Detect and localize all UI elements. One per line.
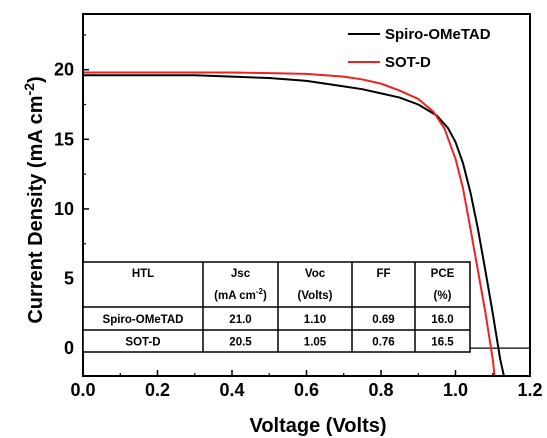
y-tick-label-3: 15 [54, 129, 74, 149]
x-tick-label-4: 0.8 [368, 380, 393, 400]
series-line-0 [83, 74, 505, 377]
legend-label-0: Spiro-OMeTAD [385, 26, 491, 43]
x-tick-label-1: 0.2 [145, 380, 170, 400]
y-tick-label-1: 5 [64, 269, 74, 289]
table-header-sub-2: (Volts) [298, 290, 333, 302]
axes: 0.0 0.2 0.4 0.6 0.8 1.0 1.2 0 5 10 15 20 [54, 13, 543, 400]
y-axis-label-main: Current Density (mA cm [25, 95, 47, 323]
x-tick-label-2: 0.4 [219, 380, 244, 400]
table-cell-0-3: 0.69 [372, 314, 394, 326]
legend-label-1: SOT-D [385, 54, 431, 71]
x-axis-label: Voltage (Volts) [249, 415, 386, 437]
table-cell-1-0: SOT-D [125, 337, 160, 349]
series-line-1 [83, 71, 496, 377]
table-header-2: Voc [305, 268, 326, 280]
y-axis-label: Current Density (mA cm-2) [21, 76, 47, 323]
y-axis-label-end: ) [25, 76, 47, 83]
table-header-3: FF [376, 268, 390, 280]
y-tick-label-4: 20 [54, 60, 74, 80]
table-header-1: Jsc [231, 268, 251, 280]
table-cell-0-1: 21.0 [229, 314, 251, 326]
results-table: HTL Jsc (mA cm-2) Voc (Volts) FF PCE (%) Spiro-O… [82, 261, 471, 353]
table-cell-0-4: 16.0 [431, 314, 453, 326]
y-tick-label-0: 0 [64, 338, 74, 358]
legend: Spiro-OMeTAD SOT-D [348, 26, 491, 71]
table-cell-1-1: 20.5 [229, 337, 252, 349]
table-cell-0-0: Spiro-OMeTAD [103, 314, 184, 326]
table-cell-0-2: 1.10 [304, 314, 326, 326]
table-cell-1-3: 0.76 [372, 337, 394, 349]
table-header-sub-4: (%) [434, 290, 452, 302]
table-header-4: PCE [431, 268, 455, 280]
table-cell-1-2: 1.05 [304, 337, 327, 349]
y-tick-label-2: 10 [54, 199, 74, 219]
x-tick-label-0: 0.0 [70, 380, 95, 400]
x-tick-label-6: 1.2 [517, 380, 542, 400]
x-tick-label-3: 0.6 [294, 380, 319, 400]
x-tick-label-5: 1.0 [443, 380, 468, 400]
table-header-sub-1: (mA cm-2) [214, 287, 267, 302]
table-header-0: HTL [132, 268, 154, 280]
y-axis-label-sup: -2 [21, 83, 37, 96]
table-cell-1-4: 16.5 [431, 337, 454, 349]
